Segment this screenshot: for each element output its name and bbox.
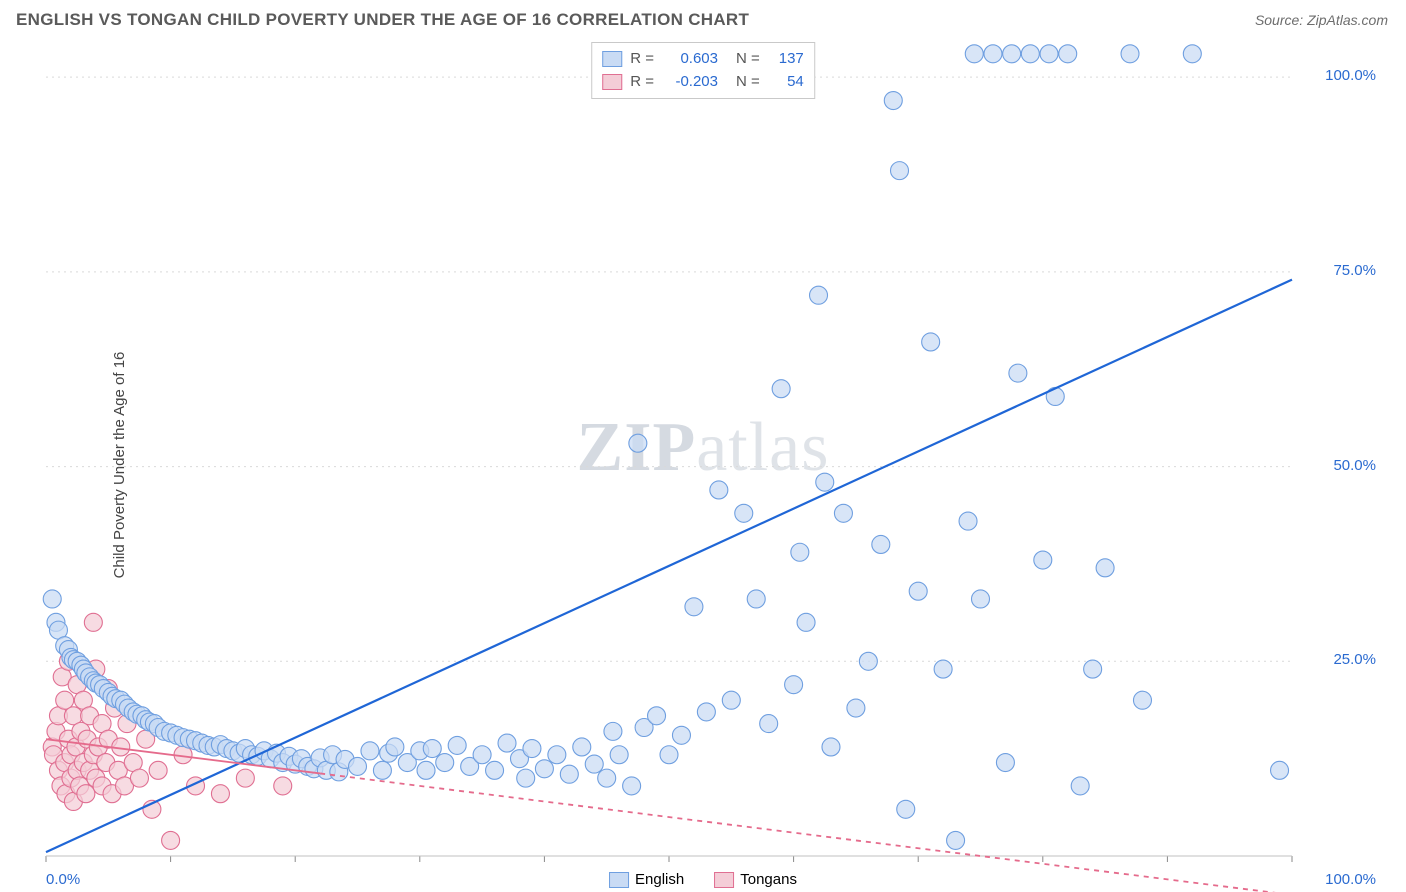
legend-swatch xyxy=(609,872,629,888)
source-prefix: Source: xyxy=(1255,12,1307,28)
series-legend-label: English xyxy=(635,871,684,888)
series-legend: English Tongans xyxy=(609,871,797,888)
series-legend-label: Tongans xyxy=(740,871,797,888)
chart-area: Child Poverty Under the Age of 16 ZIPatl… xyxy=(0,38,1406,892)
correlation-legend-row: R = -0.203 N = 54 xyxy=(602,70,804,93)
chart-header: ENGLISH VS TONGAN CHILD POVERTY UNDER TH… xyxy=(0,0,1406,36)
legend-swatch xyxy=(602,74,622,90)
chart-svg xyxy=(0,38,1406,892)
r-value: 0.603 xyxy=(662,47,718,70)
x-axis-max-label: 100.0% xyxy=(1325,871,1376,888)
n-value: 137 xyxy=(768,47,804,70)
x-axis-min-label: 0.0% xyxy=(46,871,80,888)
source-name: ZipAtlas.com xyxy=(1307,12,1388,28)
legend-swatch xyxy=(602,51,622,67)
series-legend-item: English xyxy=(609,871,684,888)
legend-swatch xyxy=(714,872,734,888)
correlation-legend: R = 0.603 N = 137 R = -0.203 N = 54 xyxy=(591,42,815,99)
r-label: R = xyxy=(630,70,654,93)
source-credit: Source: ZipAtlas.com xyxy=(1255,12,1388,28)
n-value: 54 xyxy=(768,70,804,93)
r-value: -0.203 xyxy=(662,70,718,93)
correlation-legend-row: R = 0.603 N = 137 xyxy=(602,47,804,70)
chart-title: ENGLISH VS TONGAN CHILD POVERTY UNDER TH… xyxy=(16,10,749,30)
r-label: R = xyxy=(630,47,654,70)
y-tick-label: 25.0% xyxy=(1333,651,1376,668)
y-tick-label: 100.0% xyxy=(1325,67,1376,84)
y-tick-label: 50.0% xyxy=(1333,457,1376,474)
y-tick-label: 75.0% xyxy=(1333,262,1376,279)
series-legend-item: Tongans xyxy=(714,871,797,888)
n-label: N = xyxy=(736,70,760,93)
n-label: N = xyxy=(736,47,760,70)
